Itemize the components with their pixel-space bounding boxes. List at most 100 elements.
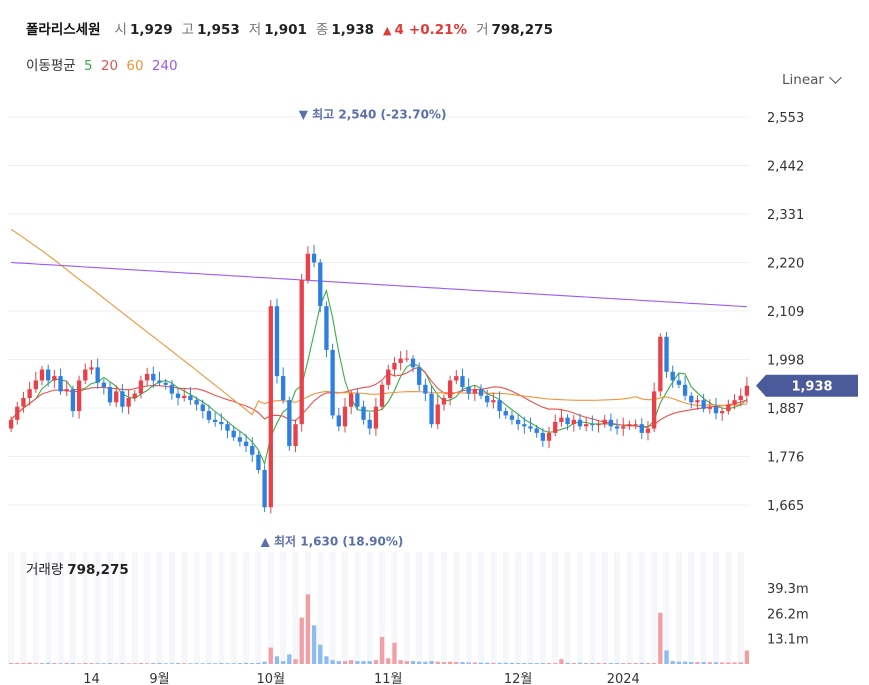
volume-bar [274,656,280,664]
volume-bar [299,617,304,664]
volume-panel-stripe [230,552,237,664]
volume-value: 798,275 [491,22,553,38]
volume-bar [676,661,682,664]
volume-panel-stripe [700,552,707,664]
volume-bar [373,660,379,664]
volume-panel-stripe [675,552,682,664]
volume-panel-stripe [477,552,485,664]
volume-label: 거 [476,22,489,38]
volume-panel-title: 거래량 798,275 [26,558,129,578]
ma-240-line [11,261,747,308]
volume-panel-label: 거래량 [26,562,64,578]
candle-body [707,406,712,409]
volume-panel-stripe [515,552,522,664]
volume-panel-stripe [8,552,15,664]
candle-body [726,404,731,412]
volume-bar [726,662,731,664]
volume-bar [194,663,199,664]
volume-bar [280,661,286,664]
date-tick-label: 12월 [504,672,533,685]
volume-bar [528,663,533,664]
candle-body [713,406,719,414]
volume-panel-stripe [601,552,608,664]
candle-body [682,384,688,396]
volume-bar [8,663,14,664]
low-label: 저 [248,22,262,38]
ma-5-label: 5 [83,58,93,74]
candle-body [349,393,354,407]
volume-panel-stripe [366,552,373,664]
volume-bar [522,663,527,664]
candle-body [627,424,632,427]
ma-60-line [10,228,747,416]
volume-bar [95,663,100,664]
volume-bar [497,662,502,664]
candle-body [386,369,391,385]
candle-body [373,406,379,429]
volume-bar [287,654,292,664]
volume-bar [324,656,329,664]
candle-body [200,404,205,412]
volume-panel-stripe [341,552,349,664]
volume-bar [466,662,471,664]
candle-body [515,419,521,425]
low-annotation: ▲ 최저 1,630 (18.90%) [261,533,404,548]
candle-body [107,387,113,403]
volume-panel-stripe [317,552,324,664]
moving-average-lines [10,228,748,466]
volume-panel-stripe [440,552,448,664]
candle-body [540,432,546,441]
date-tick-label: 2024 [607,672,640,685]
chart-annotations: ▼ 최고 2,540 (-23.70%) ▲ 최저 1,630 (18.90%) [261,107,447,549]
volume-bar [21,663,26,664]
ma-60-label: 60 [126,58,144,74]
volume-bar [602,663,607,664]
volume-bar [349,660,354,664]
candle-body [596,424,601,426]
volume-bar [417,661,422,664]
candle-body [33,380,38,390]
volume-panel-stripe [267,552,274,664]
candle-body [522,424,527,427]
candle-body [15,406,20,420]
volume-bar [237,663,243,664]
ma-20-label: 20 [100,58,119,74]
volume-panel-stripe [255,552,262,664]
volume-bar [182,663,187,664]
volume-panel-stripe [329,552,336,664]
price-tick-label: 2,109 [767,305,804,320]
volume-panel-stripe [564,552,571,664]
volume-panel-stripe [119,552,126,664]
volume-bar [293,659,298,664]
candle-body [132,393,137,398]
scale-dropdown[interactable]: Linear [782,71,842,88]
volume-panel-stripe [490,552,497,664]
volume-panel-stripe [106,552,114,664]
candle-body [21,397,26,407]
volume-panel-stripe [32,552,39,664]
volume-panel-stripe [725,552,732,664]
candle-body [491,400,496,403]
volume-bar [410,661,416,664]
candle-body [633,424,638,426]
volume-bar [361,661,366,664]
candle-body [188,395,193,401]
volume-panel-stripe [416,552,423,664]
candle-body [670,371,675,381]
ma-5-line [10,288,748,466]
candle-body [571,419,576,425]
candle-body [95,367,100,383]
volume-bar [330,660,335,664]
volume-bar [546,663,552,664]
volume-bar [713,662,719,664]
candle-body [367,419,372,429]
candle-body [553,421,558,433]
volume-panel-stripe [45,552,52,664]
volume-bar [664,650,669,664]
candle-body [738,395,743,401]
candle-body [169,384,175,394]
candle-body [324,306,329,350]
candle-body [732,400,737,405]
volume-panel-stripe [292,552,299,664]
